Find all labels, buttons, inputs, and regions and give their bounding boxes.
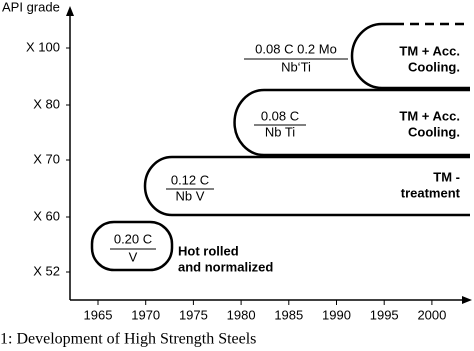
- x-tick-label: 1980: [227, 307, 256, 322]
- stage-band: [143, 155, 470, 217]
- y-tick-label: X 60: [33, 208, 60, 223]
- process: Cooling.: [408, 124, 460, 139]
- process: Cooling.: [408, 59, 460, 74]
- x-arrow: [462, 296, 472, 304]
- alloy-bottom: Nb‘Ti: [281, 59, 311, 74]
- x-tick-label: 1985: [274, 307, 303, 322]
- process: Hot rolled: [178, 243, 239, 258]
- y-arrow: [66, 6, 74, 16]
- alloy-top: 0.20 C: [114, 231, 152, 246]
- y-tick-label: X 100: [26, 39, 60, 54]
- y-tick-label: X 80: [33, 96, 60, 111]
- alloy-top: 0.08 C: [261, 108, 299, 123]
- process: treatment: [401, 185, 461, 200]
- stage-band: [233, 88, 470, 157]
- alloy-bottom: Nb V: [176, 188, 205, 203]
- x-tick-label: 1975: [179, 307, 208, 322]
- alloy-top: 0.12 C: [171, 172, 209, 187]
- alloy-bottom: Nb Ti: [265, 124, 295, 139]
- y-tick-label: X 52: [33, 263, 60, 278]
- stage-band: [350, 22, 470, 90]
- x-tick-label: 1995: [370, 307, 399, 322]
- process: TM + Acc.: [399, 43, 460, 58]
- x-tick-label: 2000: [417, 307, 446, 322]
- process: and normalized: [178, 259, 273, 274]
- alloy-bottom: V: [129, 249, 138, 264]
- x-tick-label: 1990: [322, 307, 351, 322]
- x-tick-label: 1965: [84, 307, 113, 322]
- caption: 1: Development of High Strength Steels: [0, 331, 256, 348]
- y-axis-label: API grade: [2, 0, 60, 14]
- process: TM + Acc.: [399, 108, 460, 123]
- y-tick-label: X 70: [33, 151, 60, 166]
- axes: [66, 6, 472, 304]
- process: TM -: [433, 169, 460, 184]
- stage-box: [90, 220, 174, 272]
- alloy-top: 0.08 C 0.2 Mo: [255, 41, 337, 56]
- x-tick-label: 1970: [131, 307, 160, 322]
